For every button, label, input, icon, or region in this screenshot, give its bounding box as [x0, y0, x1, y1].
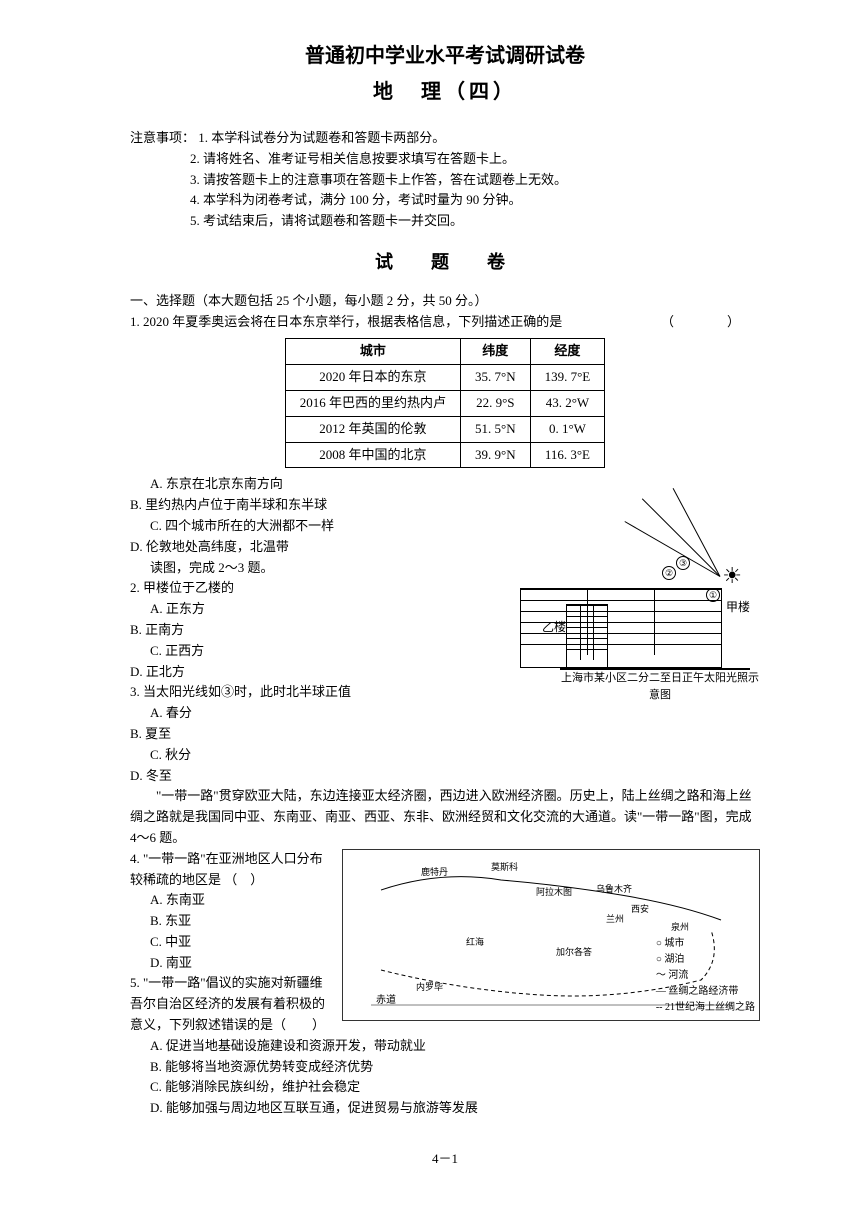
q1-opt-c: C. 四个城市所在的大洲都不一样: [150, 516, 465, 537]
q2-opt-b: B. 正南方: [130, 620, 340, 641]
q2-opt-d: D. 正北方: [130, 662, 340, 683]
page-footer: 4－1: [130, 1149, 760, 1170]
q4-stem: 4. "一带一路"在亚洲地区人口分布较稀疏的地区是 （ ）: [130, 849, 330, 891]
cell: 2012 年英国的伦敦: [285, 416, 460, 442]
q1-stem-text: 1. 2020 年夏季奥运会将在日本东京举行，根据表格信息，下列描述正确的是: [130, 314, 562, 329]
sun-diagram: ☀ ③ ② ① 乙楼 甲楼: [560, 558, 750, 670]
q3-stem-text: 3. 当太阳光线如③时，此时北半球正值: [130, 684, 351, 699]
cell: 2008 年中国的北京: [285, 442, 460, 468]
q5-opt-c: C. 能够消除民族纠纷，维护社会稳定: [150, 1077, 760, 1098]
note-item: 4. 本学科为闭卷考试，满分 100 分，考试时量为 90 分钟。: [190, 190, 760, 211]
marker-3: ③: [676, 556, 690, 570]
bridge-23: 读图，完成 2～3 题。: [150, 558, 550, 579]
q1-opt-a: A. 东京在北京东南方向: [150, 474, 465, 495]
label-yi: 乙楼: [542, 618, 566, 637]
notes-label: 注意事项：: [130, 130, 195, 145]
q5-stem: 5. "一带一路"倡议的实施对新疆维吾尔自治区经济的发展有着积极的意义，下列叙述…: [130, 973, 330, 1035]
cell: 116. 3°E: [530, 442, 605, 468]
map-label: 赤道: [376, 993, 396, 1006]
table-row: 2020 年日本的东京 35. 7°N 139. 7°E: [285, 365, 605, 391]
cell: 51. 5°N: [461, 416, 531, 442]
map-label: 内罗毕: [416, 981, 443, 992]
th-lat: 纬度: [461, 339, 531, 365]
q3-opt-a: A. 春分: [150, 703, 360, 724]
map-label: 莫斯科: [491, 861, 518, 872]
note-item: 5. 考试结束后，请将试题卷和答题卡一并交回。: [190, 211, 760, 232]
map-label: 泉州: [671, 921, 689, 932]
q4-opt-a: A. 东南亚: [150, 890, 330, 911]
diagram-caption: 上海市某小区二分二至日正午太阳光照示意图: [560, 670, 760, 705]
map-label: 乌鲁木齐: [596, 883, 632, 894]
q4-opt-b: B. 东亚: [150, 911, 330, 932]
q3-stem: 3. 当太阳光线如③时，此时北半球正值: [130, 682, 550, 703]
map-label: 兰州: [606, 913, 624, 924]
map-label: 阿拉木图: [536, 886, 572, 897]
note-item: 3. 请按答题卡上的注意事项在答题卡上作答，答在试题卷上无效。: [190, 170, 760, 191]
marker-2: ②: [662, 566, 676, 580]
q1-stem: 1. 2020 年夏季奥运会将在日本东京举行，根据表格信息，下列描述正确的是 （…: [130, 312, 760, 333]
map-label: 加尔各答: [556, 946, 592, 957]
q2-options: A. 正东方 B. 正南方 C. 正西方 D. 正北方: [130, 599, 550, 682]
legend-item: ○ 湖泊: [656, 952, 755, 968]
q4-opt-d: D. 南亚: [150, 953, 330, 974]
cell: 139. 7°E: [530, 365, 605, 391]
legend-item: ～ 河流: [656, 968, 755, 984]
q2-stem: 2. 甲楼位于乙楼的: [130, 578, 550, 599]
belt-road-map: 赤道 鹿特丹 莫斯科 阿拉木图 乌鲁木齐 西安 兰州 泉州 加尔各答 内罗毕 红…: [342, 849, 760, 1021]
cell: 2016 年巴西的里约热内卢: [285, 390, 460, 416]
q4-opt-c: C. 中亚: [150, 932, 330, 953]
map-label: 西安: [631, 903, 649, 914]
q3-opt-b: B. 夏至: [130, 724, 340, 745]
q5-opt-d: D. 能够加强与周边地区互联互通，促进贸易与旅游等发展: [150, 1098, 760, 1119]
table-row: 2012 年英国的伦敦 51. 5°N 0. 1°W: [285, 416, 605, 442]
q5-opt-b: B. 能够将当地资源优势转变成经济优势: [150, 1057, 760, 1078]
q2-opt-a: A. 正东方: [150, 599, 360, 620]
map-label: 鹿特丹: [421, 866, 448, 877]
legend-item: — 丝绸之路经济带: [656, 984, 755, 1000]
cell: 35. 7°N: [461, 365, 531, 391]
q3-opt-c: C. 秋分: [150, 745, 360, 766]
sun-icon: ☀: [722, 558, 742, 593]
note-item: 2. 请将姓名、准考证号相关信息按要求填写在答题卡上。: [190, 149, 760, 170]
th-lon: 经度: [530, 339, 605, 365]
cell: 2020 年日本的东京: [285, 365, 460, 391]
legend-item: ○ 城市: [656, 936, 755, 952]
answer-paren: （ ）: [224, 872, 263, 887]
q2-stem-text: 2. 甲楼位于乙楼的: [130, 580, 234, 595]
q1-opt-d: D. 伦敦地处高纬度，北温带: [130, 537, 445, 558]
legend-item: -- 21世纪海上丝绸之路: [656, 1000, 755, 1016]
cell: 0. 1°W: [530, 416, 605, 442]
q3-opt-d: D. 冬至: [130, 766, 340, 787]
notes-block: 注意事项： 1. 本学科试卷分为试题卷和答题卡两部分。 2. 请将姓名、准考证号…: [130, 128, 760, 232]
cell: 22. 9°S: [461, 390, 531, 416]
part1-header: 一、选择题（本大题包括 25 个小题，每小题 2 分，共 50 分。）: [130, 291, 760, 312]
map-legend: ○ 城市 ○ 湖泊 ～ 河流 — 丝绸之路经济带 -- 21世纪海上丝绸之路: [656, 936, 755, 1016]
note-item: 1. 本学科试卷分为试题卷和答题卡两部分。: [198, 130, 445, 145]
th-city: 城市: [285, 339, 460, 365]
q2-opt-c: C. 正西方: [150, 641, 360, 662]
answer-paren: （ ）: [661, 312, 760, 333]
label-jia: 甲楼: [726, 598, 750, 617]
q1-table: 城市 纬度 经度 2020 年日本的东京 35. 7°N 139. 7°E 20…: [285, 338, 606, 468]
table-row: 2008 年中国的北京 39. 9°N 116. 3°E: [285, 442, 605, 468]
title-sub: 地 理（四）: [130, 76, 760, 108]
q5-opt-a: A. 促进当地基础设施建设和资源开发，带动就业: [150, 1036, 760, 1057]
passage-45: "一带一路"贯穿欧亚大陆，东边连接亚太经济圈，西边进入欧洲经济圈。历史上，陆上丝…: [130, 786, 760, 848]
title-main: 普通初中学业水平考试调研试卷: [130, 40, 760, 72]
section-title: 试 题 卷: [130, 248, 760, 277]
cell: 39. 9°N: [461, 442, 531, 468]
table-row: 2016 年巴西的里约热内卢 22. 9°S 43. 2°W: [285, 390, 605, 416]
q3-options: A. 春分 B. 夏至 C. 秋分 D. 冬至: [130, 703, 550, 786]
cell: 43. 2°W: [530, 390, 605, 416]
q1-opt-b: B. 里约热内卢位于南半球和东半球: [130, 495, 445, 516]
map-label: 红海: [466, 936, 484, 947]
